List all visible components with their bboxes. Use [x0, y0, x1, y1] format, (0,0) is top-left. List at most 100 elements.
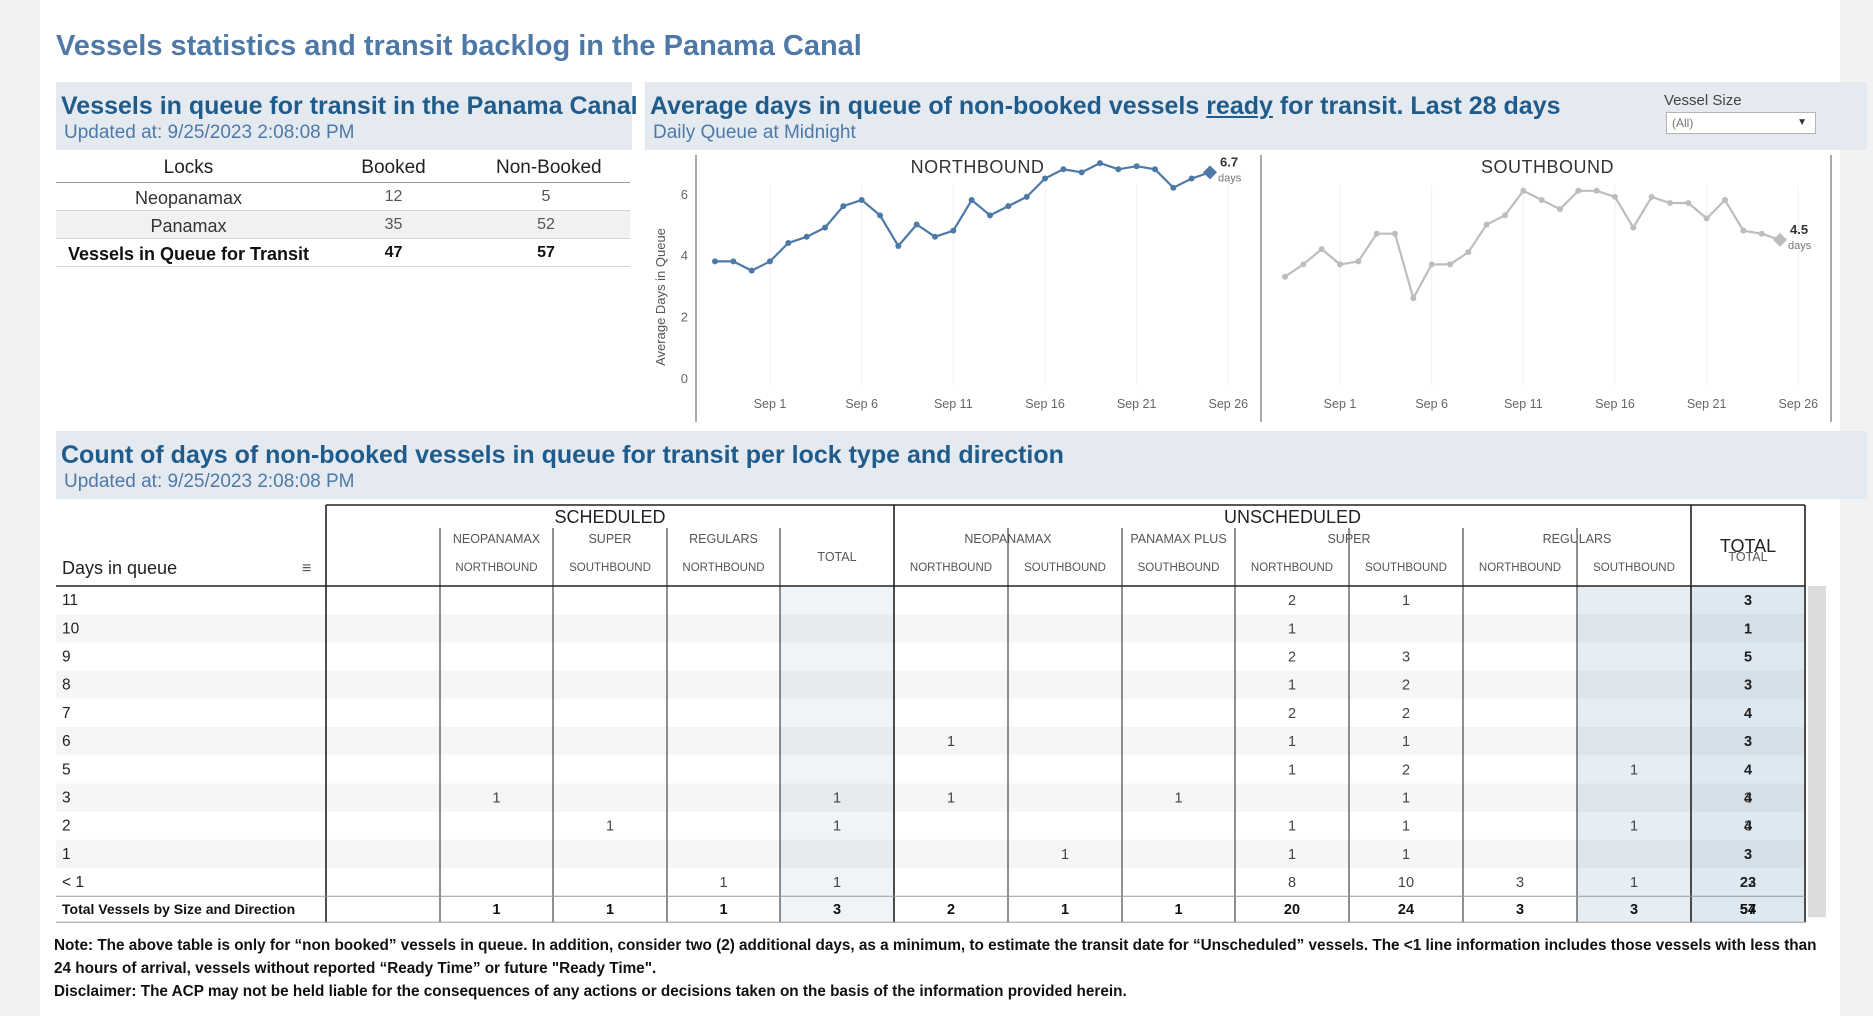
- row-label: 1: [62, 846, 71, 863]
- total-row-cell: 3: [1630, 902, 1638, 918]
- table-cell: 1: [492, 791, 500, 807]
- chevron-down-icon: ▼: [1797, 117, 1807, 128]
- row-label: 7: [62, 705, 71, 722]
- row-total-cell: 1: [1744, 621, 1752, 637]
- chart-pane-title: NORTHBOUND: [911, 157, 1045, 177]
- disclaimer-text: Disclaimer: The ACP may not be held liab…: [54, 983, 1127, 1000]
- ready-link[interactable]: ready: [1206, 92, 1273, 120]
- series-point: [1758, 230, 1765, 237]
- series-point: [1520, 187, 1527, 194]
- table-cell: 1: [1288, 762, 1296, 778]
- series-point: [858, 196, 865, 203]
- y-tick-label: 6: [681, 187, 688, 202]
- row-stripe: [56, 727, 1805, 755]
- total-row-cell: 54: [1740, 902, 1756, 918]
- non-booked-value: 52: [537, 216, 555, 233]
- series-end-unit: days: [1218, 172, 1242, 184]
- row-total-cell: 3: [1744, 847, 1752, 863]
- grand-total-header: TOTAL: [1720, 536, 1776, 556]
- non-booked-header: Non-Booked: [496, 157, 602, 178]
- series-line-northbound: [715, 161, 1211, 272]
- table-cell: 1: [1630, 819, 1638, 835]
- series-point: [1612, 193, 1618, 200]
- table-cell: 1: [1402, 819, 1410, 835]
- column-size-header: PANAMAX PLUS: [1130, 532, 1226, 546]
- x-tick-label: Sep 26: [1209, 397, 1249, 411]
- series-point: [968, 196, 975, 203]
- series-point: [895, 243, 902, 250]
- series-point: [1042, 175, 1048, 182]
- queue-panel-header: Vessels in queue for transit in the Pana…: [56, 82, 638, 150]
- table-cell: 1: [833, 819, 841, 835]
- column-direction-header: NORTHBOUND: [1479, 562, 1561, 574]
- series-point: [1703, 215, 1710, 222]
- series-point: [1483, 221, 1490, 228]
- table-cell: 1: [1288, 847, 1296, 863]
- series-point: [730, 258, 737, 265]
- series-end-marker: [1773, 232, 1787, 247]
- table-cell: 1: [1061, 847, 1069, 863]
- series-point: [1447, 261, 1453, 268]
- series-point: [1373, 230, 1380, 237]
- row-label: 5: [62, 761, 71, 778]
- table-cell: 1: [719, 875, 727, 891]
- booked-value: 35: [384, 216, 403, 233]
- column-size-header: REGULARS: [689, 532, 758, 546]
- scrollbar-track: [1808, 586, 1826, 918]
- total-row-cell: 1: [1174, 902, 1182, 918]
- vessel-size-select[interactable]: (All) ▼: [1666, 112, 1816, 134]
- x-tick-label: Sep 11: [1504, 397, 1543, 411]
- row-total-cell: 23: [1740, 875, 1756, 891]
- grand-total-column-bg: [1691, 586, 1805, 923]
- table-cell: 1: [947, 791, 955, 807]
- column-size-header: SUPER: [1327, 532, 1370, 546]
- unscheduled-group-header: UNSCHEDULED: [1224, 507, 1361, 527]
- unscheduled-total-column-bg: [1577, 586, 1691, 923]
- x-tick-label: Sep 26: [1779, 397, 1819, 411]
- series-point: [1282, 273, 1288, 280]
- series-point: [1170, 184, 1177, 191]
- series-point: [1392, 230, 1398, 237]
- table-cell: 1: [1630, 875, 1638, 891]
- series-point: [803, 233, 810, 240]
- avg-panel-header: Average days in queue of non-booked vess…: [645, 82, 1867, 150]
- table-cell: 2: [1288, 706, 1296, 722]
- y-tick-label: 0: [681, 371, 688, 386]
- total-row-cell: 20: [1284, 902, 1300, 918]
- series-point: [913, 221, 920, 228]
- table-cell: 1: [1174, 791, 1182, 807]
- row-label: 2: [62, 818, 71, 835]
- series-point: [1428, 261, 1435, 268]
- x-tick-label: Sep 21: [1117, 397, 1157, 411]
- table-cell: 5: [1744, 650, 1752, 666]
- series-point: [1593, 187, 1600, 194]
- table-cell: 1: [1288, 621, 1296, 637]
- table-cell: 1: [1630, 762, 1638, 778]
- column-direction-header: SOUTHBOUND: [569, 562, 651, 574]
- column-size-header: NEOPANAMAX: [453, 532, 541, 546]
- table-cell: 1: [1402, 847, 1410, 863]
- column-direction-header: SOUTHBOUND: [1365, 562, 1447, 574]
- table-cell: 1: [1288, 819, 1296, 835]
- series-end-label: 6.7: [1220, 154, 1238, 169]
- table-cell: 2: [1402, 678, 1410, 694]
- locks-table-header: Locks Booked Non-Booked: [56, 153, 630, 183]
- booked-header: Booked: [361, 157, 426, 178]
- x-tick-label: Sep 6: [845, 397, 878, 411]
- series-point: [1740, 227, 1747, 234]
- y-tick-label: 2: [681, 310, 688, 325]
- series-point: [1097, 160, 1103, 167]
- locks-header: Locks: [163, 157, 214, 178]
- column-direction-header: NORTHBOUND: [1251, 562, 1333, 574]
- table-cell: 1: [1288, 678, 1296, 694]
- row-label: 11: [62, 592, 78, 609]
- total-row-cell: 1: [492, 902, 500, 918]
- table-cell: 1: [1402, 734, 1410, 750]
- series-end-marker: [1203, 165, 1217, 180]
- series-point: [1648, 193, 1655, 200]
- count-panel-header: Count of days of non-booked vessels in q…: [56, 431, 1867, 499]
- row-label: 8: [62, 677, 71, 694]
- series-point: [822, 224, 828, 231]
- row-stripe: [56, 783, 1805, 811]
